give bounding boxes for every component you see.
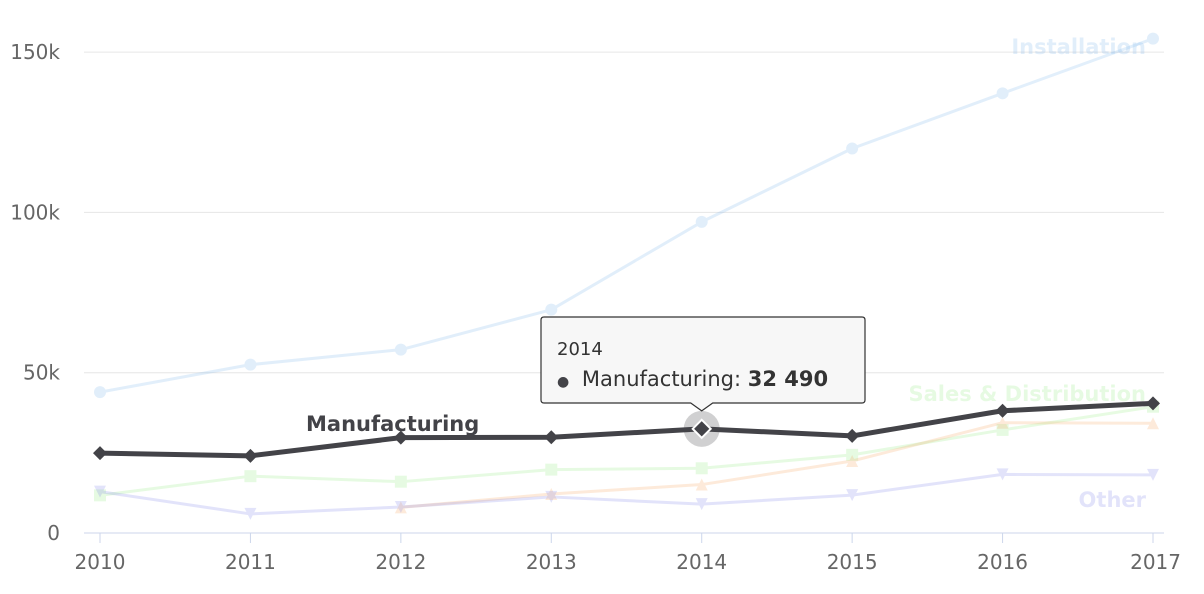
- data-point: [244, 358, 257, 371]
- data-point: [94, 485, 106, 498]
- x-tick-label: 2012: [375, 550, 426, 574]
- x-tick-label: 2013: [526, 550, 577, 574]
- data-point: [995, 403, 1010, 418]
- series-label-manufacturing: Manufacturing: [306, 412, 479, 436]
- data-point: [545, 487, 558, 500]
- tooltip-bullet: ●: [557, 374, 569, 390]
- data-point: [394, 343, 407, 356]
- data-point: [996, 423, 1009, 436]
- data-point: [544, 430, 559, 445]
- data-point: [394, 475, 407, 488]
- series-line-sales-distribution: [99, 405, 1154, 497]
- data-point: [695, 215, 708, 228]
- data-point: [695, 498, 708, 511]
- series-line-project-development: [400, 421, 1154, 509]
- data-point: [244, 470, 257, 483]
- series-line-manufacturing: [99, 400, 1154, 459]
- series-line-installation: [99, 37, 1154, 394]
- tooltip-value: 32 490: [748, 367, 828, 391]
- series-line-other: [99, 472, 1154, 516]
- data-point: [695, 478, 708, 491]
- series-installation[interactable]: [94, 32, 1159, 399]
- series-label-installation: Installation: [1011, 35, 1146, 59]
- data-point: [1147, 468, 1159, 481]
- data-point: [94, 489, 106, 502]
- data-point: [695, 462, 708, 475]
- data-point: [846, 455, 859, 468]
- data-point: [545, 463, 558, 476]
- x-tick-label: 2011: [225, 550, 276, 574]
- tooltip-header: 2014: [557, 339, 603, 360]
- series-labels: Installation Manufacturing Sales & Distrib…: [306, 35, 1147, 512]
- data-point: [243, 448, 258, 463]
- data-point-highlighted: [691, 418, 713, 440]
- y-tick-label: 50k: [23, 361, 60, 385]
- y-tick-label: 100k: [10, 200, 60, 224]
- series-other[interactable]: [94, 468, 1159, 520]
- tooltip-body: ● Manufacturing: 32 490: [557, 367, 828, 391]
- data-point: [996, 87, 1009, 100]
- data-point: [846, 448, 859, 461]
- data-point: [394, 501, 407, 514]
- data-point: [93, 446, 107, 461]
- series-sales-distribution[interactable]: [94, 400, 1159, 502]
- tooltip: 2014 ● Manufacturing: 32 490: [540, 316, 866, 412]
- x-tick-label: 2017: [1130, 550, 1181, 574]
- x-tick-label: 2014: [676, 550, 727, 574]
- tooltip-box: [540, 316, 866, 412]
- series-project-development[interactable]: [394, 416, 1159, 514]
- data-point: [996, 468, 1009, 481]
- x-axis: 2010 2011 2012 2013 2014 2015 2016 2017: [75, 532, 1181, 574]
- x-tick-label: 2015: [827, 550, 878, 574]
- series-manufacturing[interactable]: [93, 396, 1160, 463]
- data-point: [94, 386, 106, 399]
- data-point: [1147, 417, 1159, 430]
- data-point: [545, 303, 558, 316]
- x-tick-label: 2010: [75, 550, 126, 574]
- data-point: [846, 142, 859, 155]
- data-point: [846, 489, 859, 502]
- y-tick-label: 150k: [10, 40, 60, 64]
- data-point: [393, 430, 408, 445]
- series-label-sales-distribution: Sales & Distribution: [909, 382, 1147, 406]
- data-point: [1147, 32, 1159, 45]
- x-tick-label: 2016: [977, 550, 1028, 574]
- y-tick-label: 0: [47, 521, 60, 545]
- y-axis: 0 50k 100k 150k: [10, 40, 60, 545]
- tooltip-label: Manufacturing:: [582, 367, 748, 391]
- series-layer: [93, 32, 1160, 520]
- data-point: [1146, 396, 1160, 411]
- data-point: [244, 507, 257, 520]
- data-point: [845, 428, 860, 443]
- data-point: [394, 501, 407, 514]
- data-point: [996, 416, 1009, 429]
- data-point: [545, 490, 558, 503]
- series-label-other: Other: [1079, 488, 1147, 512]
